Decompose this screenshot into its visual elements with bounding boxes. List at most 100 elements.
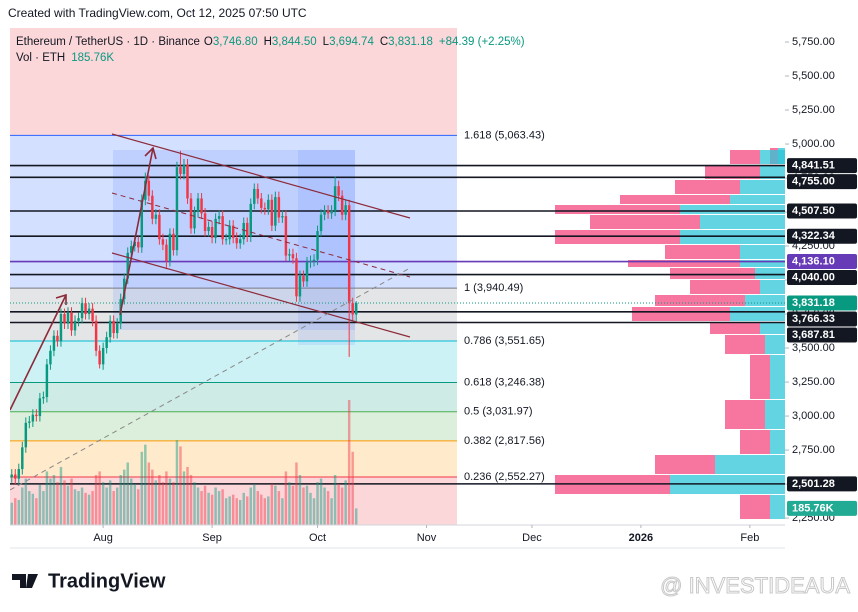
candle-body [347,205,351,304]
candle-body [337,186,340,196]
channel-mid [111,192,411,278]
price-label: 3,831.18 [792,297,835,309]
profile-sell [750,355,770,399]
volume-bar [210,494,214,525]
candle-body [35,414,38,417]
arrow [10,294,67,411]
volume-bar [94,475,98,525]
volume-bar [217,491,221,525]
y-tick-label: 5,500.00 [792,70,835,82]
brand-logo: TradingView [12,570,166,592]
profile-sell [628,260,740,267]
y-tick-label: 5,000.00 [792,138,835,150]
candle-body [98,350,101,365]
candle-body [126,252,129,279]
candle-body [80,303,84,319]
volume-bar [158,475,161,525]
x-tick-label: Oct [309,532,326,544]
candle-body [77,318,80,321]
volume-bar [291,485,295,525]
volume-bar [154,480,158,525]
profile-buy [765,335,785,354]
volume-bar [281,498,284,525]
volume-bar [193,482,196,525]
price-label: 3,766.33 [792,313,835,325]
candle-body [158,214,161,240]
profile-sell [725,400,765,429]
arrow [119,147,154,316]
candle-body [63,314,66,324]
volume-bar [333,475,337,525]
channel-upper [111,133,411,219]
candle-body [288,254,291,256]
arrow-head [144,146,157,160]
fib-label: 0.236 (2,552.27) [464,471,545,483]
profile-sell [705,165,760,179]
candle-body [182,164,186,174]
legend-value: 3,694.74 [329,36,374,48]
profile-sell [670,268,755,279]
volume-bar [249,487,252,525]
candle-body [351,303,354,315]
candle-body [87,308,91,315]
volume-bar [277,491,281,525]
profile-buy [770,355,785,399]
volume-bar [59,466,63,525]
volume-bar [238,500,242,525]
profile-sell [665,245,740,259]
candle-body [179,167,182,174]
volume-bar [14,498,17,525]
volume-bar [182,471,186,525]
price-label: 3,687.81 [792,329,835,341]
candle-body [235,237,238,244]
x-tick-label: Aug [93,532,113,544]
volume-bar [295,462,298,525]
volume-bar [189,475,193,525]
profile-sell [620,195,730,204]
volume-bar [80,487,84,525]
volume-bar [126,462,129,525]
volume-bar [354,508,358,525]
candle-body [28,421,31,423]
candle-body [207,226,210,232]
volume-bar [38,484,42,525]
candle-body [122,278,126,300]
price-label-box [787,254,857,270]
volume-bar [122,469,126,525]
candle-body [316,231,319,260]
volume-bar [31,493,35,525]
candle-body [231,225,235,238]
candle-body [147,180,151,196]
volume-bar [87,494,91,525]
legend-key: C [380,36,388,48]
volume-bar [49,478,52,525]
volume-bars [10,400,358,525]
volume-bar [172,482,175,525]
candle-body [246,222,249,237]
fib-band [10,382,457,412]
candle-body [203,213,207,232]
profile-sell [730,150,760,164]
candle-body [108,320,112,338]
legend-volume: Vol · ETH 185.76K [16,52,114,64]
candle-body [344,205,347,215]
candle-body [21,447,24,470]
credit: Created with TradingView.com, Oct 12, 20… [8,6,307,20]
volume-bar [263,498,267,525]
volume-profile [555,148,785,519]
candle-body [326,210,330,214]
candle-body [305,262,309,282]
candle-body [84,303,87,315]
profile-buy [740,245,785,259]
volume-bar [298,475,302,525]
legend-value: 3,746.80 [213,36,258,48]
candle-body [260,198,263,208]
price-label-box [787,228,857,244]
volume-bar [330,498,333,525]
profile-sell [655,455,715,474]
volume-bar [10,502,13,525]
candle-body [196,198,200,213]
price-label-box [787,174,857,190]
profile-buy [760,280,785,294]
